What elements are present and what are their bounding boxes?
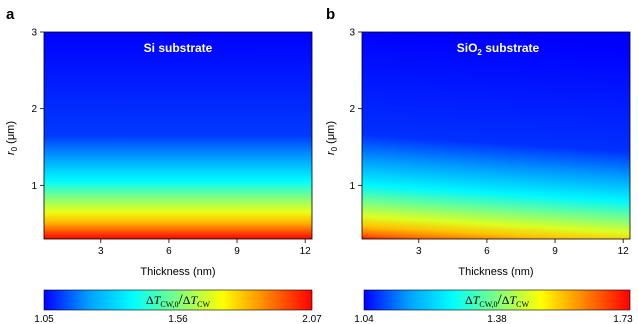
cb-b-T2: T: [509, 293, 517, 307]
cb-a-T2: T: [190, 293, 198, 307]
cb-a-delta2: Δ: [183, 293, 191, 307]
annotation-b-sub: 2: [477, 48, 482, 57]
y-axis-label-b-main: r: [325, 150, 337, 155]
colorbar-max-a: 2.07: [302, 314, 322, 324]
colorbar-max-b: 1.73: [613, 314, 633, 324]
cb-a-slash: /: [179, 292, 184, 308]
cb-b-delta2: Δ: [502, 293, 510, 307]
y-tick-label-b: 1: [349, 181, 355, 192]
x-axis-label-a: Thickness (nm): [140, 266, 215, 278]
colorbar-frame-a: [43, 289, 313, 311]
y-tick-label-a: 3: [31, 28, 37, 39]
x-tick-label-a: 12: [300, 246, 312, 257]
x-tick-label-a: 9: [234, 246, 240, 257]
panel-label-b: b: [326, 6, 335, 23]
annotation-sio2-substrate: SiO2 substrate: [457, 41, 540, 57]
colorbar-mid-b: 1.38: [487, 314, 507, 324]
y-tick-label-a: 1: [31, 181, 37, 192]
heatmap-a: [44, 32, 312, 239]
colorbar-frame-b: [363, 289, 631, 311]
y-tick-label-a: 2: [31, 104, 37, 115]
x-tick-label-a: 6: [166, 246, 172, 257]
cb-b-sub2: CW: [516, 300, 529, 309]
y-axis-label-a-main: r: [5, 150, 17, 155]
plot-frame-b: [361, 31, 631, 240]
annotation-b-main: SiO: [457, 41, 478, 55]
y-axis-label-b-rest: (μm): [325, 121, 337, 147]
plot-frame-a: [43, 31, 313, 240]
colorbar-a: [44, 290, 312, 310]
y-axis-label-b-sub: 0: [330, 146, 339, 151]
panel-label-a: a: [6, 6, 15, 23]
colorbar-mid-a: 1.56: [168, 314, 188, 324]
y-axis-label-a: r0 (μm): [5, 121, 19, 155]
cb-b-T1: T: [473, 293, 481, 307]
cb-a-sub1: CW,0: [160, 300, 178, 309]
x-tick-label-b: 6: [484, 246, 490, 257]
x-tick-label-a: 3: [98, 246, 104, 257]
annotation-b-rest: substrate: [482, 41, 540, 55]
cb-a-T1: T: [154, 293, 162, 307]
x-tick-label-b: 3: [416, 246, 422, 257]
y-tick-label-b: 2: [349, 104, 355, 115]
heatmap-b: [362, 32, 630, 239]
x-tick-label-b: 9: [552, 246, 558, 257]
colorbar-min-a: 1.05: [34, 314, 54, 324]
cb-b-delta1: Δ: [465, 293, 473, 307]
cb-a-delta1: Δ: [146, 293, 154, 307]
y-axis-label-a-rest: (μm): [5, 121, 17, 147]
cb-b-sub1: CW,0: [479, 300, 497, 309]
annotation-si-substrate: Si substrate: [144, 41, 213, 55]
y-axis-label-a-sub: 0: [10, 146, 19, 151]
y-axis-label-b: r0 (μm): [325, 121, 339, 155]
x-tick-label-b: 12: [618, 246, 630, 257]
colorbar-b: [364, 290, 630, 310]
cb-b-slash: /: [498, 292, 503, 308]
cb-a-sub2: CW: [197, 300, 210, 309]
colorbar-title-a: ΔTCW,0/ΔTCW: [146, 292, 210, 309]
colorbar-title-b: ΔTCW,0/ΔTCW: [465, 292, 529, 309]
y-tick-label-b: 3: [349, 28, 355, 39]
x-axis-label-b: Thickness (nm): [458, 266, 533, 278]
colorbar-min-b: 1.04: [354, 314, 374, 324]
